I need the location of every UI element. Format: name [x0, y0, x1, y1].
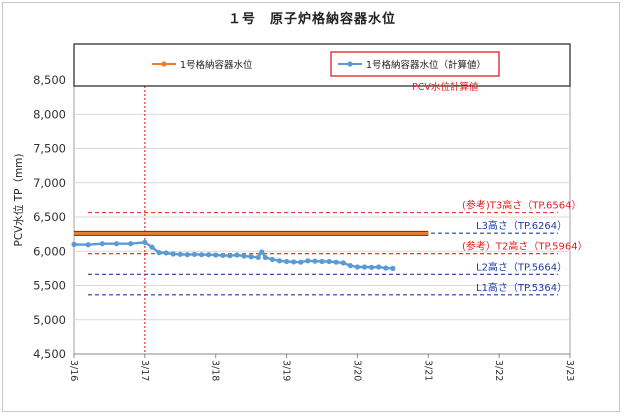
- series-calculated-point: [191, 251, 198, 257]
- x-tick-label: 3/18: [210, 360, 221, 381]
- series-calculated-point: [390, 265, 396, 271]
- series-calculated-point: [248, 254, 254, 260]
- reference-line-label: (参考)T3高さ（TP.6564）: [462, 199, 581, 212]
- series-calculated-point: [128, 241, 134, 247]
- series-calculated-point: [354, 264, 361, 270]
- series-calculated-point: [383, 265, 389, 271]
- series-calculated-point: [312, 258, 318, 264]
- y-tick-label: 5,500: [33, 279, 66, 293]
- series-calculated-point: [177, 251, 183, 257]
- axis-layer: 4,500 5,000 5,500 6,000 6,500 7,000 7,500 8,000…: [33, 73, 575, 381]
- series-calculated-point: [369, 264, 375, 270]
- series-calculated-point: [269, 256, 275, 263]
- series-calculated-point: [156, 250, 162, 256]
- series-calculated-point: [149, 244, 155, 250]
- series-calculated-point: [326, 258, 332, 265]
- y-axis-label: PCV水位 TP（mm): [12, 154, 25, 247]
- y-tick-label: 6,000: [33, 244, 66, 258]
- legend-marker-calculated: [347, 61, 353, 67]
- legend-highlight-box: [330, 51, 500, 77]
- series-calculated-point: [259, 249, 265, 255]
- series-calculated-point: [283, 258, 290, 265]
- legend: 1号格納容器水位 1号格納容器水位（計算値） PCV水位計算値: [73, 43, 571, 93]
- series-calculated-point: [170, 251, 176, 257]
- series-calculated-point: [99, 241, 105, 247]
- y-tick-label: 5,000: [33, 313, 66, 327]
- series-calculated-point: [262, 254, 268, 261]
- x-tick-label: 3/17: [139, 360, 150, 381]
- reference-line-label: L3高さ（TP.6264）: [476, 219, 567, 232]
- series-calculated-point: [255, 254, 261, 261]
- reference-line-label: L2高さ（TP.5664）: [476, 260, 567, 273]
- series-calculated-point: [227, 253, 233, 259]
- series-calculated-point: [220, 252, 226, 258]
- series-calculated-point: [113, 241, 120, 247]
- series-calculated-point: [305, 258, 311, 264]
- y-tick-label: 8,000: [33, 107, 66, 121]
- y-tick-label: 4,500: [33, 347, 66, 361]
- series-calculated-point: [361, 264, 368, 270]
- x-tick-label: 3/23: [564, 360, 575, 381]
- reference-line-label: (参考）T2高さ（TP.5964）: [462, 240, 588, 253]
- x-tick-label: 3/21: [422, 360, 433, 381]
- series-calculated-point: [184, 252, 190, 258]
- legend-label-measured: 1号格納容器水位: [180, 59, 253, 71]
- series-calculated-point: [163, 250, 169, 256]
- x-tick-label: 3/20: [351, 360, 362, 381]
- x-tick-label: 3/22: [493, 360, 504, 381]
- series-layer: [71, 230, 429, 271]
- series-calculated-point: [85, 242, 91, 248]
- series-calculated-point: [142, 239, 148, 245]
- series-calculated-point: [241, 253, 247, 259]
- series-calculated-point: [213, 252, 219, 258]
- y-tick-label: 7,000: [33, 176, 66, 190]
- series-calculated-point: [71, 241, 77, 247]
- x-tick-label: 3/16: [68, 360, 79, 381]
- grid-layer: [74, 113, 570, 355]
- series-calculated-point: [333, 259, 339, 265]
- legend-label-calculated: 1号格納容器水位（計算値）: [366, 59, 486, 71]
- reference-line-label: L1高さ（TP.5364）: [476, 281, 567, 294]
- y-tick-label: 6,500: [33, 210, 66, 224]
- y-tick-label: 7,500: [33, 142, 66, 156]
- series-calculated-point: [276, 258, 283, 264]
- series-calculated-point: [376, 264, 382, 270]
- chart-title: １号 原子炉格納容器水位: [227, 12, 396, 27]
- plot-border: [73, 43, 571, 355]
- series-calculated-point: [298, 259, 304, 265]
- series-calculated-point: [234, 252, 240, 258]
- series-calculated-point: [340, 260, 346, 266]
- series-calculated-point: [319, 258, 325, 265]
- x-tick-label: 3/19: [281, 360, 292, 381]
- legend-marker-measured: [161, 61, 167, 67]
- legend-box: [73, 43, 571, 87]
- series-calculated-point: [198, 252, 205, 258]
- series-calculated-point: [347, 263, 353, 269]
- legend-note: PCV水位計算値: [412, 81, 479, 93]
- reference-lines: (参考)T3高さ（TP.6564） L3高さ（TP.6264） (参考）T2高さ（T…: [88, 86, 588, 354]
- series-calculated-point: [291, 259, 297, 265]
- y-tick-label: 8,500: [33, 73, 66, 87]
- series-calculated-point: [206, 252, 212, 258]
